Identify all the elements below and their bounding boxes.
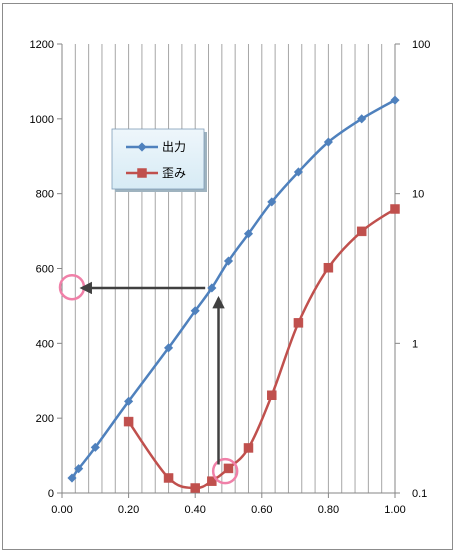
y-left-tick-label: 1000 (30, 114, 54, 126)
series-point (267, 390, 277, 400)
axes: 0 200 400 600 800 1000 1200 0.1 1 10 100 0.00 0.20 0.… (30, 39, 431, 516)
legend-box (111, 128, 205, 190)
y-left-tick-label: 1200 (30, 39, 54, 51)
series-point (67, 473, 77, 483)
x-tick-label: 0.00 (51, 504, 72, 516)
series-point (323, 262, 334, 273)
x-tick-label: 0.40 (184, 504, 205, 516)
series-point (74, 464, 84, 474)
series-point (124, 396, 134, 406)
x-tick-label: 1.00 (384, 504, 405, 516)
series-point (243, 229, 254, 239)
series-layer (67, 95, 400, 493)
series-point (390, 95, 400, 105)
x-tick-label: 0.60 (251, 504, 272, 516)
legend-label: 出力 (162, 140, 186, 154)
series-point (223, 256, 234, 266)
x-tick-label: 0.20 (118, 504, 139, 516)
legend-swatch-marker (137, 142, 147, 152)
series-point (123, 416, 134, 427)
legend-label: 歪み (162, 166, 186, 180)
y-left-tick-label: 800 (36, 189, 54, 201)
y-left-tick-label: 600 (36, 264, 54, 276)
series-line (70, 99, 396, 479)
series-point (163, 343, 174, 353)
series-point (267, 197, 277, 207)
series-point (293, 167, 303, 177)
series-point (243, 443, 254, 453)
legend-swatch-marker (137, 168, 147, 178)
y-right-tick-label: 100 (412, 39, 430, 51)
highlight-circle (58, 273, 86, 301)
series-point (357, 114, 367, 124)
highlight-circle (211, 457, 239, 485)
series-point (223, 463, 234, 474)
series-point (190, 306, 200, 316)
y-right-tick-label: 1 (412, 338, 418, 350)
series-point (293, 318, 304, 328)
grid (74, 44, 396, 493)
series-1 (67, 95, 400, 483)
series-point (190, 483, 200, 493)
series-point (207, 283, 217, 293)
y-left-tick-label: 200 (36, 413, 54, 425)
y-right-tick-label: 0.1 (412, 488, 427, 500)
series-point (90, 442, 100, 452)
series-point (207, 476, 217, 486)
series-2 (123, 204, 400, 493)
y-right-tick-label: 10 (412, 189, 424, 201)
x-tick-label: 0.80 (318, 504, 339, 516)
series-point (323, 137, 333, 147)
y-left-tick-label: 400 (36, 338, 54, 350)
series-point (163, 473, 174, 483)
y-left-tick-label: 0 (48, 488, 54, 500)
annotations (58, 273, 239, 485)
series-point (356, 226, 367, 237)
series-point (390, 204, 400, 214)
